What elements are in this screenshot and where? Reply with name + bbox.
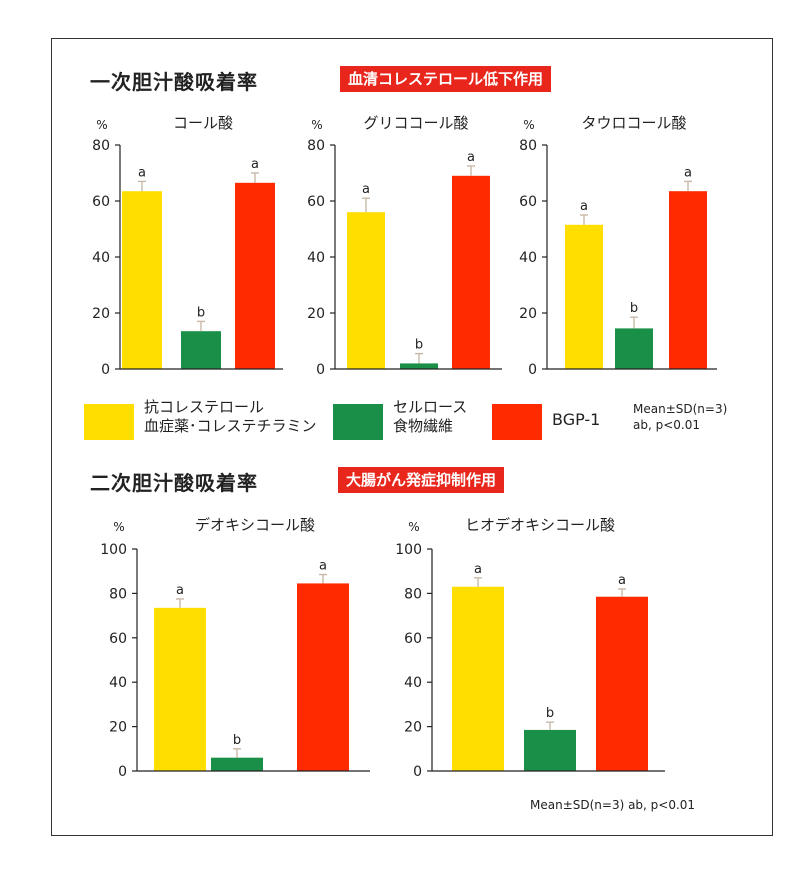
primary-effect-badge: 血清コレステロール低下作用 bbox=[340, 66, 552, 92]
y-tick-label: 40 bbox=[92, 250, 110, 266]
y-tick-label: 0 bbox=[413, 764, 422, 780]
chart-title: タウロコール酸 bbox=[581, 114, 686, 132]
footnote-stats: Mean±SD(n=3) ab, p<0.01 bbox=[530, 798, 696, 812]
bar bbox=[181, 331, 221, 369]
y-tick-label: 60 bbox=[109, 631, 127, 647]
y-tick-label: 0 bbox=[118, 764, 127, 780]
chart-title: コール酸 bbox=[173, 114, 233, 132]
significance-label: a bbox=[618, 573, 626, 588]
bar bbox=[615, 328, 653, 369]
y-axis-unit: % bbox=[113, 520, 124, 534]
legend-label-line: セルロース bbox=[393, 398, 468, 416]
legend-label-line: 抗コレステロール bbox=[144, 398, 265, 416]
significance-label: b bbox=[415, 338, 423, 353]
y-axis-unit: % bbox=[311, 118, 322, 132]
y-tick-label: 0 bbox=[528, 362, 537, 378]
bar bbox=[347, 212, 385, 369]
significance-label: a bbox=[176, 583, 184, 598]
significance-label: b bbox=[630, 301, 638, 316]
bar bbox=[235, 182, 275, 369]
y-tick-label: 20 bbox=[519, 306, 537, 322]
y-axis-unit: % bbox=[96, 118, 107, 132]
legend-stats-note: Mean±SD(n=3) ab, p<0.01 bbox=[633, 401, 727, 433]
bar bbox=[297, 583, 349, 771]
y-tick-label: 60 bbox=[519, 194, 537, 210]
y-tick-label: 40 bbox=[404, 675, 422, 691]
bar bbox=[452, 175, 490, 369]
bar bbox=[524, 729, 576, 771]
legend-label-cellulose: セルロース 食物繊維 bbox=[393, 398, 467, 436]
y-tick-label: 80 bbox=[307, 138, 325, 154]
y-tick-label: 80 bbox=[404, 586, 422, 602]
significance-label: a bbox=[580, 199, 588, 214]
secondary-section-title: 二次胆汁酸吸着率 bbox=[90, 471, 258, 495]
significance-label: a bbox=[684, 165, 692, 180]
y-tick-label: 20 bbox=[92, 306, 110, 322]
stats-line: ab, p<0.01 bbox=[633, 418, 700, 432]
bar bbox=[211, 757, 263, 771]
significance-label: a bbox=[362, 182, 370, 197]
bar bbox=[565, 224, 603, 369]
primary-section-title: 一次胆汁酸吸着率 bbox=[90, 70, 258, 94]
significance-label: a bbox=[467, 150, 475, 165]
significance-label: a bbox=[474, 562, 482, 577]
bar bbox=[122, 191, 162, 369]
bar bbox=[154, 607, 206, 771]
y-tick-label: 40 bbox=[519, 250, 537, 266]
chart-title: グリココール酸 bbox=[363, 114, 468, 132]
significance-label: b bbox=[546, 706, 554, 721]
y-tick-label: 40 bbox=[307, 250, 325, 266]
legend-label-cholestyramine: 抗コレステロール 血症薬･コレステチラミン bbox=[144, 398, 317, 436]
y-tick-label: 80 bbox=[519, 138, 537, 154]
significance-label: b bbox=[197, 305, 205, 320]
y-tick-label: 0 bbox=[316, 362, 325, 378]
significance-label: b bbox=[233, 733, 241, 748]
secondary-effect-badge: 大腸がん発症抑制作用 bbox=[338, 467, 505, 493]
y-tick-label: 100 bbox=[100, 542, 127, 558]
bar bbox=[452, 586, 504, 771]
y-tick-label: 60 bbox=[404, 631, 422, 647]
y-axis-unit: % bbox=[523, 118, 534, 132]
legend-label-bgp1: BGP-1 bbox=[552, 410, 601, 429]
y-tick-label: 20 bbox=[307, 306, 325, 322]
bar bbox=[669, 191, 707, 369]
figure-frame bbox=[51, 38, 773, 836]
y-tick-label: 40 bbox=[109, 675, 127, 691]
y-tick-label: 80 bbox=[92, 138, 110, 154]
legend-label-line: 血症薬･コレステチラミン bbox=[144, 417, 317, 435]
legend-swatch-bgp1 bbox=[492, 404, 542, 440]
y-tick-label: 0 bbox=[101, 362, 110, 378]
chart-title: デオキシコール酸 bbox=[195, 516, 315, 534]
bar bbox=[400, 363, 438, 369]
legend-swatch-cholestyramine bbox=[84, 404, 134, 440]
legend-label-line: 食物繊維 bbox=[393, 417, 454, 435]
stats-line: Mean±SD(n=3) bbox=[633, 402, 728, 416]
y-tick-label: 80 bbox=[109, 586, 127, 602]
y-tick-label: 20 bbox=[404, 720, 422, 736]
y-tick-label: 100 bbox=[395, 542, 422, 558]
y-tick-label: 20 bbox=[109, 720, 127, 736]
significance-label: a bbox=[251, 157, 259, 172]
significance-label: a bbox=[319, 559, 327, 574]
y-axis-unit: % bbox=[408, 520, 419, 534]
legend-swatch-cellulose bbox=[333, 404, 383, 440]
bar bbox=[596, 596, 648, 771]
chart-title: ヒオデオキシコール酸 bbox=[465, 516, 615, 534]
significance-label: a bbox=[138, 165, 146, 180]
y-tick-label: 60 bbox=[92, 194, 110, 210]
y-tick-label: 60 bbox=[307, 194, 325, 210]
